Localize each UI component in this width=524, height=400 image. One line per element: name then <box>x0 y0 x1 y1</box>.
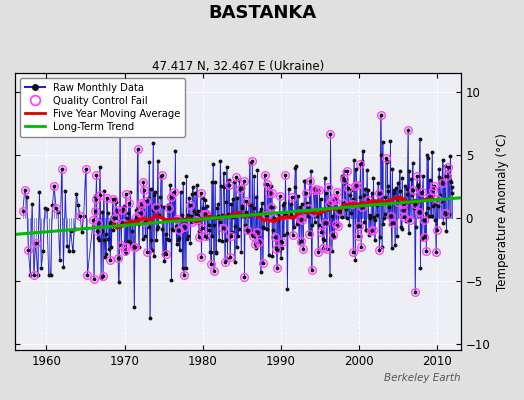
Text: Berkeley Earth: Berkeley Earth <box>384 372 461 382</box>
Legend: Raw Monthly Data, Quality Control Fail, Five Year Moving Average, Long-Term Tren: Raw Monthly Data, Quality Control Fail, … <box>20 78 185 137</box>
Text: BASTANKA: BASTANKA <box>208 4 316 22</box>
Title: 47.417 N, 32.467 E (Ukraine): 47.417 N, 32.467 E (Ukraine) <box>152 60 324 73</box>
Y-axis label: Temperature Anomaly (°C): Temperature Anomaly (°C) <box>496 133 509 291</box>
